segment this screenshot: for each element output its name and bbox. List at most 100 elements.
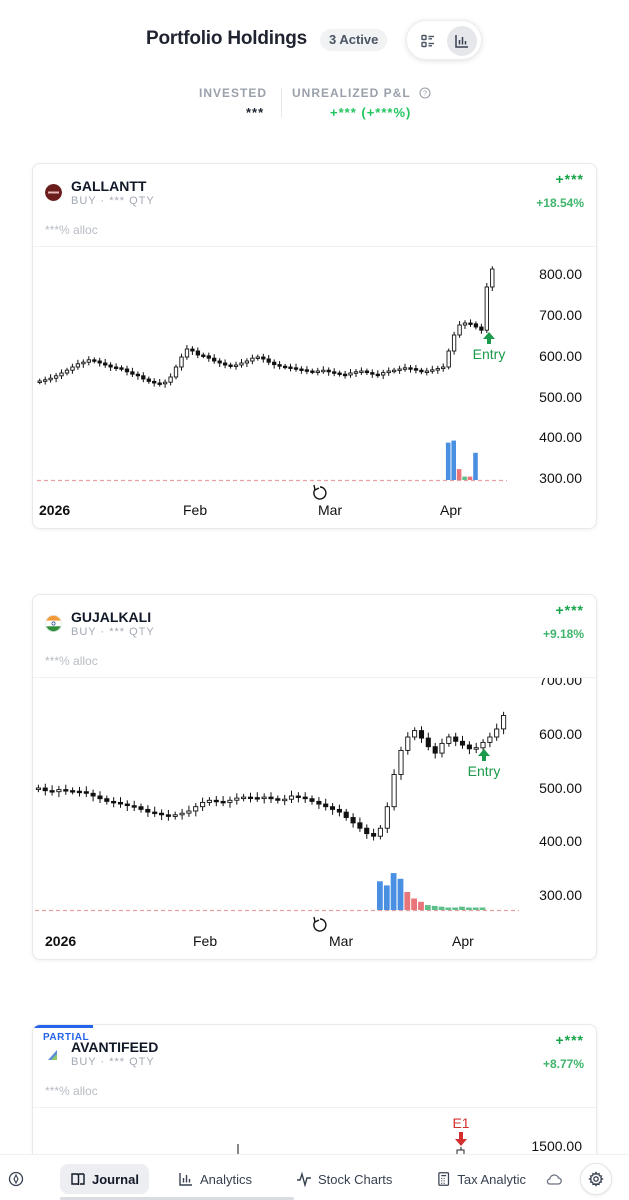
chart-candle: [316, 800, 322, 805]
chart-candle: [402, 367, 408, 370]
chart-candle: [97, 360, 102, 364]
volume-bar: [377, 881, 383, 910]
page-title: Portfolio Holdings: [146, 28, 308, 49]
chart-candle: [329, 806, 336, 810]
price-chart-avantifeed[interactable]: E1 1500.00: [33, 1108, 597, 1168]
chart-candle: [165, 814, 171, 817]
chart-candle: [473, 323, 479, 328]
entry-arrow-stem: [482, 755, 486, 761]
chart-candle: [371, 833, 377, 837]
holding-card-gujalkali[interactable]: GUJALKALI BUY · *** QTY ***% alloc +*** …: [32, 594, 597, 960]
chart-candle: [254, 797, 260, 800]
portfolio-summary: INVESTED *** UNREALIZED P&L ? +*** (+***…: [0, 84, 629, 124]
entry-arrow-stem: [487, 338, 491, 344]
chart-candle: [83, 791, 89, 794]
chart-candle: [59, 372, 64, 377]
holding-symbol: GUJALKALI: [71, 609, 152, 625]
gallantt-logo: [45, 184, 62, 201]
chart-candle: [342, 373, 348, 377]
stock-charts-icon: [297, 1171, 311, 1187]
chart-candle: [130, 371, 135, 375]
holding-pnl: +***: [555, 602, 584, 618]
holding-card-gallantt[interactable]: GALLANTT BUY · *** QTY ***% alloc +*** +…: [32, 163, 597, 529]
reset-zoom-icon[interactable]: [313, 916, 327, 932]
unrealized-pnl-label: UNREALIZED P&L: [292, 86, 411, 100]
x-tick-label: Apr: [440, 502, 462, 518]
chart-candle: [441, 366, 446, 370]
bottom-nav: Journal Analytics Stock Charts Tax Analy…: [0, 1154, 629, 1200]
entry-marker-label: Entry: [468, 763, 501, 779]
chart-candle: [255, 356, 260, 359]
chart-candle: [138, 806, 144, 810]
chart-candle: [145, 808, 151, 813]
avantifeed-logo: [45, 1046, 62, 1063]
chart-candle: [113, 366, 119, 369]
holding-allocation: ***% alloc: [45, 1084, 98, 1098]
nav-stock-charts[interactable]: Stock Charts: [286, 1164, 402, 1194]
chart-candle: [398, 749, 404, 775]
tax-icon: [438, 1172, 450, 1186]
chart-candle: [451, 334, 457, 352]
chart-candle: [261, 796, 267, 800]
y-tick-label: 300.00: [539, 470, 582, 486]
chart-candle: [104, 798, 110, 802]
chart-candle: [446, 736, 452, 744]
nav-journal[interactable]: Journal: [60, 1164, 149, 1194]
chart-candle: [377, 827, 383, 837]
chart-candle: [321, 369, 326, 373]
cloud-sync-icon[interactable]: [545, 1171, 563, 1187]
chart-candle: [266, 358, 271, 363]
holding-side-qty: BUY · *** QTY: [71, 1056, 155, 1068]
chart-candle: [419, 369, 424, 373]
y-tick-label: 500.00: [539, 389, 582, 405]
chart-candle: [168, 376, 173, 383]
list-view-button[interactable]: [413, 26, 443, 56]
holding-pnl: +***: [555, 1032, 584, 1048]
chart-candle: [179, 812, 185, 816]
nav-scrollbar[interactable]: [60, 1197, 294, 1200]
volume-bar: [467, 476, 473, 480]
x-tick-label: 2026: [39, 502, 70, 518]
reset-zoom-icon[interactable]: [313, 484, 327, 500]
chart-candle: [353, 371, 359, 374]
nav-analytics[interactable]: Analytics: [168, 1164, 262, 1194]
chart-candle: [239, 362, 244, 366]
chart-view-button[interactable]: [447, 26, 477, 56]
chart-candle: [103, 362, 108, 366]
info-icon[interactable]: ?: [419, 87, 431, 99]
india-flag-logo: [45, 615, 62, 632]
holding-side-qty: BUY · *** QTY: [71, 626, 155, 638]
chart-candle: [457, 324, 462, 336]
chart-candle: [282, 365, 288, 369]
chart-candle: [70, 790, 76, 793]
chart-candle: [453, 736, 459, 742]
chart-candle: [53, 375, 59, 379]
chart-candle: [425, 737, 431, 748]
price-chart-gujalkali[interactable]: 700.00 600.00 500.00 400.00 300.00 2026 Feb Mar…: [33, 678, 597, 960]
chart-candle: [141, 375, 146, 380]
price-chart-gallantt[interactable]: 800.00 700.00 600.00 500.00 400.00 300.00 2026…: [33, 247, 597, 529]
chart-candle: [92, 359, 97, 362]
nav-tax-analytics[interactable]: Tax Analytic: [426, 1164, 536, 1194]
nav-label: Tax Analytic: [457, 1171, 526, 1187]
chart-candle: [217, 360, 222, 364]
chart-candle: [200, 801, 206, 808]
chart-candle: [56, 789, 62, 793]
brand-icon[interactable]: [8, 1171, 24, 1187]
volume-bar: [445, 442, 451, 480]
chart-candle: [332, 371, 337, 374]
invested-value: ***: [246, 105, 265, 120]
volume-bar: [445, 907, 452, 910]
chart-candle: [302, 796, 308, 800]
chart-candle: [186, 810, 192, 814]
chart-candle: [432, 746, 438, 754]
volume-bar: [390, 873, 397, 910]
volume-bar: [411, 898, 417, 910]
chart-candle: [206, 799, 212, 803]
chart-candle: [49, 790, 55, 793]
holding-side-qty: BUY · *** QTY: [71, 195, 155, 207]
volume-bar: [383, 885, 390, 910]
view-toggle: [406, 20, 482, 60]
chart-candle: [288, 366, 293, 369]
settings-button[interactable]: [580, 1163, 612, 1195]
